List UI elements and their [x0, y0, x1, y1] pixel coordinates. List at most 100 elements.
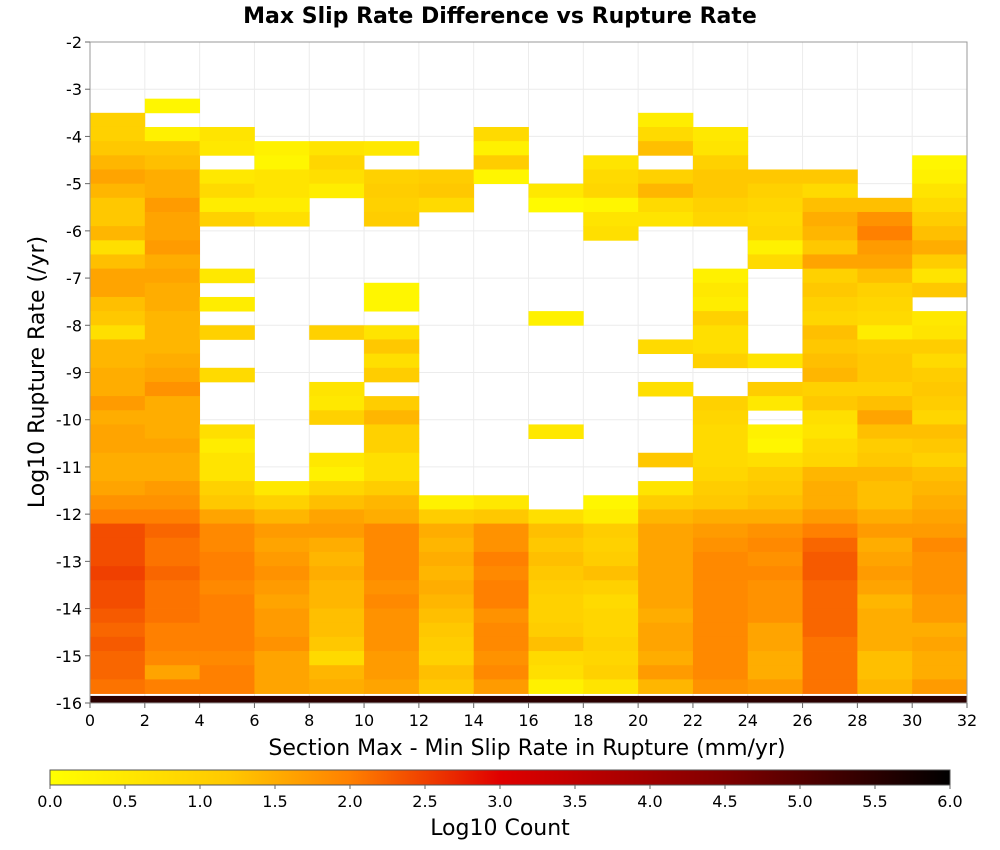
heatmap-cell — [364, 665, 420, 680]
heatmap-cell — [144, 311, 201, 326]
heatmap-cell — [583, 566, 639, 581]
y-tick-label: -15 — [56, 647, 82, 666]
heatmap-cell — [473, 695, 529, 704]
heatmap-cell — [199, 141, 255, 156]
heatmap-cell — [692, 481, 749, 496]
heatmap-cell — [309, 651, 365, 666]
heatmap-cell — [199, 509, 255, 524]
heatmap-cell — [692, 594, 749, 609]
heatmap-cell — [692, 282, 749, 298]
heatmap-cell — [90, 410, 146, 425]
heatmap-cell — [802, 608, 858, 624]
heatmap-cell — [144, 325, 201, 340]
heatmap-cell — [802, 580, 858, 595]
heatmap-cell — [638, 580, 694, 595]
heatmap-cell — [364, 537, 420, 553]
heatmap-cell — [802, 396, 858, 411]
heatmap-cell — [144, 438, 201, 454]
heatmap-cell — [364, 566, 420, 581]
heatmap-cell — [254, 551, 310, 567]
heatmap-cell — [90, 537, 146, 553]
heatmap-cell — [364, 608, 420, 624]
heatmap-cell — [144, 282, 201, 298]
heatmap-cell — [199, 481, 255, 496]
heatmap-cell — [364, 679, 420, 694]
heatmap-cell — [90, 665, 146, 680]
heatmap-cell — [692, 551, 749, 567]
heatmap-cell — [528, 651, 584, 666]
heatmap-cell — [528, 594, 584, 609]
y-tick-label: -3 — [66, 80, 82, 99]
heatmap-cell — [692, 636, 749, 652]
heatmap-cell — [747, 651, 803, 666]
heatmap-cell — [199, 622, 255, 638]
heatmap-cell — [692, 452, 749, 468]
heatmap-cell — [144, 566, 201, 581]
heatmap-cell — [254, 537, 310, 553]
heatmap-cell — [418, 495, 475, 510]
heatmap-cell — [144, 495, 201, 510]
heatmap-cell — [857, 580, 913, 595]
heatmap-cell — [473, 126, 529, 142]
heatmap-cell — [583, 495, 639, 510]
heatmap-cell — [802, 594, 858, 609]
heatmap-cell — [912, 254, 968, 270]
heatmap-cell — [747, 226, 803, 241]
heatmap-cell — [199, 197, 255, 213]
heatmap-cell — [692, 424, 749, 439]
heatmap-cell — [638, 197, 694, 213]
heatmap-cell — [144, 353, 201, 369]
heatmap-cell — [857, 410, 913, 425]
heatmap-cell — [199, 466, 255, 482]
heatmap-cell — [418, 636, 475, 652]
heatmap-cell — [857, 622, 913, 638]
heatmap-cell — [254, 481, 310, 496]
heatmap-cell — [583, 523, 639, 539]
heatmap-cell — [747, 594, 803, 609]
heatmap-cell — [199, 183, 255, 199]
heatmap-cell — [473, 551, 529, 567]
heatmap-cell — [638, 594, 694, 609]
heatmap-cell — [144, 183, 201, 199]
heatmap-cell — [692, 211, 749, 227]
heatmap-cell — [418, 665, 475, 680]
heatmap-cell — [583, 537, 639, 553]
heatmap-cell — [144, 339, 201, 355]
heatmap-cell — [364, 353, 420, 369]
heatmap-cell — [857, 367, 913, 383]
heatmap-cell — [692, 665, 749, 680]
heatmap-cell — [473, 155, 529, 170]
heatmap-cell — [528, 551, 584, 567]
heatmap-cell — [912, 509, 968, 524]
x-tick-label: 10 — [354, 711, 374, 730]
heatmap-cell — [638, 452, 694, 468]
heatmap-cell — [638, 481, 694, 496]
heatmap-cell — [90, 169, 146, 185]
y-tick-label: -4 — [66, 127, 82, 146]
heatmap-cell — [309, 396, 365, 411]
y-tick-label: -14 — [56, 600, 82, 619]
colorbar-tick-label: 3.0 — [487, 792, 512, 811]
heatmap-cell — [199, 651, 255, 666]
heatmap-cell — [857, 495, 913, 510]
heatmap-cell — [692, 651, 749, 666]
heatmap-cell — [309, 466, 365, 482]
heatmap-cell — [309, 608, 365, 624]
heatmap-cell — [747, 523, 803, 539]
heatmap-cell — [912, 325, 968, 340]
heatmap-cell — [692, 438, 749, 454]
heatmap-cell — [473, 636, 529, 652]
heatmap-cell — [802, 537, 858, 553]
heatmap-cell — [90, 622, 146, 638]
chart-title: Max Slip Rate Difference vs Rupture Rate — [243, 4, 757, 29]
heatmap-cell — [802, 665, 858, 680]
colorbar-tick-label: 2.5 — [412, 792, 437, 811]
colorbar-tick-label: 4.0 — [637, 792, 662, 811]
heatmap-cell — [747, 353, 803, 369]
heatmap-cell — [747, 537, 803, 553]
heatmap-cell — [144, 523, 201, 539]
heatmap-cell — [802, 169, 858, 185]
heatmap-cell — [418, 580, 475, 595]
heatmap-cell — [583, 197, 639, 213]
heatmap-cell — [857, 594, 913, 609]
